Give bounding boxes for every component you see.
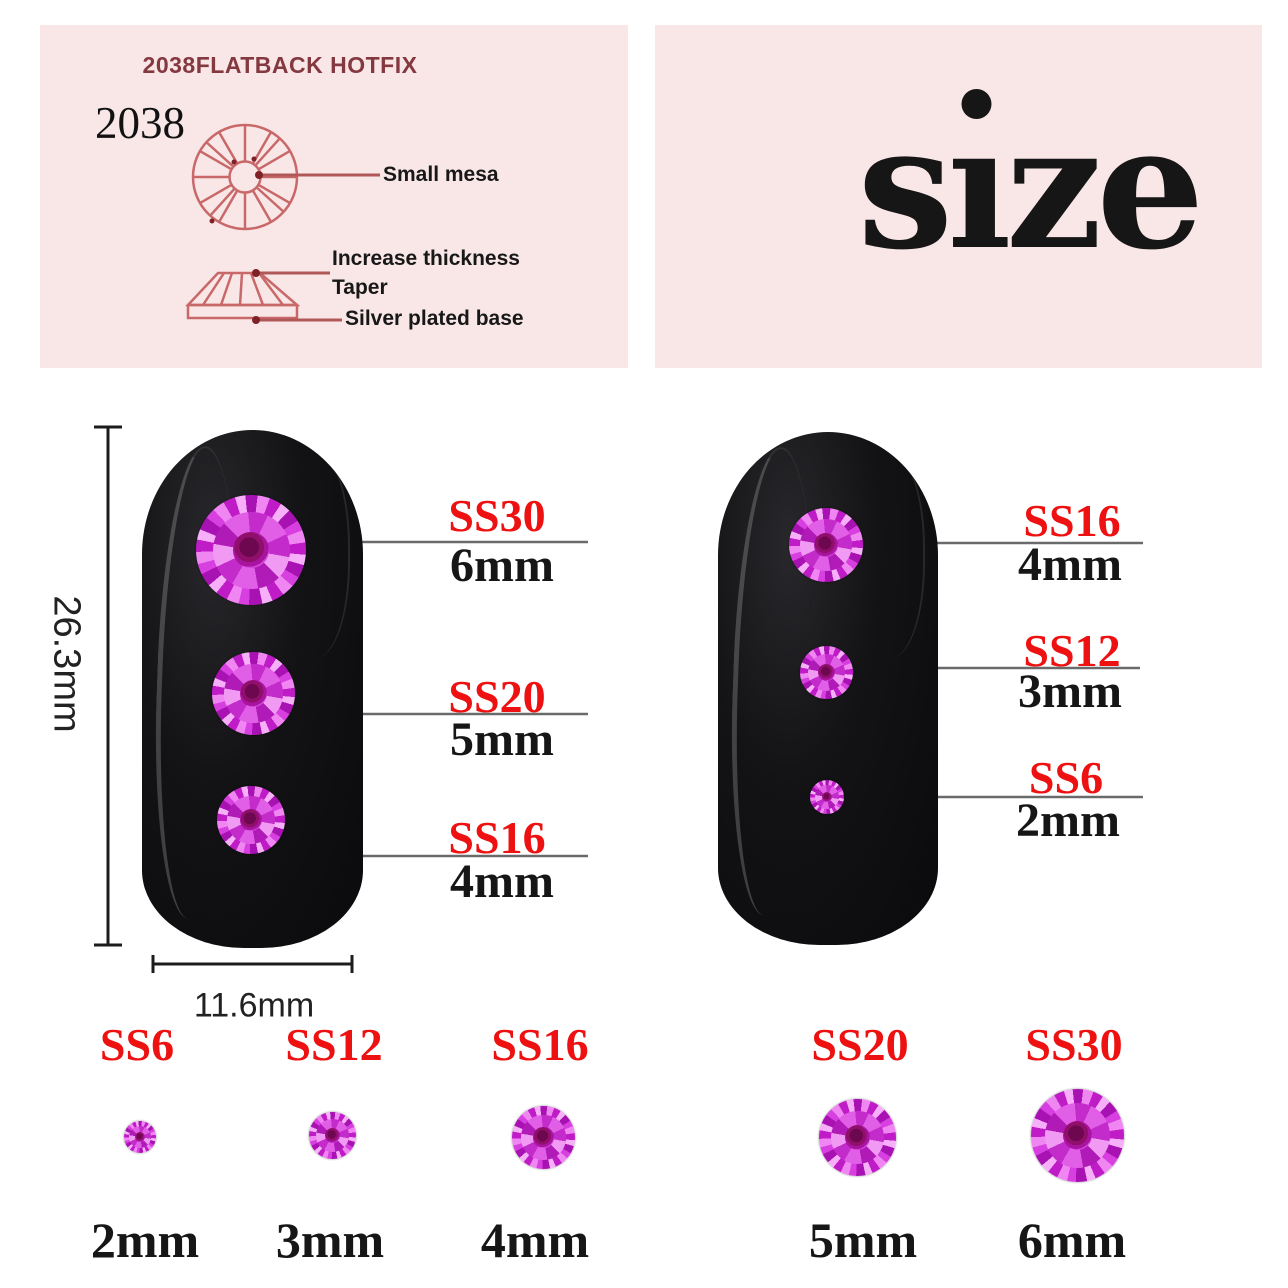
facet-spoke xyxy=(199,184,232,204)
row-gem-ss6 xyxy=(124,1121,156,1153)
callout-ss16-right-mm: 4mm xyxy=(1018,538,1122,591)
taper-label: Taper xyxy=(332,276,388,299)
callout-ss16-left-label: SS16 xyxy=(448,812,546,863)
side-view-facets xyxy=(201,272,284,306)
top-view-outline xyxy=(191,123,299,231)
mesa-dot xyxy=(255,171,263,179)
callout-ss12-mm: 3mm xyxy=(1018,665,1122,718)
facet-dot xyxy=(209,218,215,224)
gem-ss6 xyxy=(810,780,844,814)
facet-spoke xyxy=(209,188,235,217)
row-6mm-label: 6mm xyxy=(1017,1212,1127,1268)
callout-ss12-label: SS12 xyxy=(1023,625,1121,676)
rhinestone-diagram xyxy=(185,123,380,324)
facet-spoke xyxy=(256,187,285,213)
callout-ss20-mm: 5mm xyxy=(450,713,554,766)
callout-ss30-label: SS30 xyxy=(448,490,546,541)
crown-dot xyxy=(252,269,260,277)
size-letter-i-stem: ı xyxy=(947,88,1012,288)
callout-ss16-right-label: SS16 xyxy=(1023,495,1121,546)
nail-height-label: 26.3mm xyxy=(45,595,88,733)
gem-ss16-left xyxy=(217,786,285,854)
facet-spoke xyxy=(205,141,234,167)
size-letters-ze: ze xyxy=(1005,88,1205,288)
facet-spoke xyxy=(218,190,238,223)
size-letter-i: ı xyxy=(947,89,1012,273)
row-gem-ss20 xyxy=(819,1099,896,1176)
row-ss16-label: SS16 xyxy=(491,1019,589,1070)
callout-ss6-label: SS6 xyxy=(1028,752,1104,803)
callout-ss30-mm: 6mm xyxy=(450,539,554,592)
facet-spokes xyxy=(193,125,297,229)
row-gem-ss16 xyxy=(512,1106,575,1169)
gem-ss30 xyxy=(196,495,306,605)
row-3mm-label: 3mm xyxy=(275,1212,385,1268)
facet-spoke xyxy=(258,150,291,170)
size-i-dot xyxy=(961,89,992,119)
row-2mm-label: 2mm xyxy=(90,1212,200,1268)
small-mesa-label: Small mesa xyxy=(383,163,499,186)
row-gem-ss30 xyxy=(1031,1089,1124,1182)
row-gem-ss12 xyxy=(309,1112,356,1159)
row-ss12-label: SS12 xyxy=(285,1019,383,1070)
thickness-taper-label: Increase thickness Taper xyxy=(332,244,520,302)
facet-dot xyxy=(251,156,257,162)
silver-base-label: Silver plated base xyxy=(345,307,524,330)
side-view-base-band xyxy=(186,303,299,320)
facet-spoke xyxy=(199,150,232,170)
row-ss20-label: SS20 xyxy=(811,1019,909,1070)
facet-dot xyxy=(231,159,237,165)
size-title: sı ze xyxy=(857,89,1204,273)
row-5mm-label: 5mm xyxy=(808,1212,918,1268)
model-number: 2038 xyxy=(95,98,185,148)
nail-width-label: 11.6mm xyxy=(193,986,315,1025)
facet-spoke xyxy=(218,131,238,164)
gem-ss16-right xyxy=(789,508,863,582)
row-ss30-label: SS30 xyxy=(1025,1019,1123,1070)
increase-thickness-label: Increase thickness xyxy=(332,247,520,270)
facet-spoke xyxy=(252,131,272,164)
spec-panel: 2038FLATBACK HOTFIX 2038 Small mesa Incr… xyxy=(40,25,628,368)
callout-ss20-label: SS20 xyxy=(448,671,546,722)
callout-ss16-left-mm: 4mm xyxy=(450,855,554,908)
gem-ss20 xyxy=(212,652,295,735)
base-dot xyxy=(252,316,260,324)
size-panel: sı ze xyxy=(655,25,1262,368)
row-ss6-label: SS6 xyxy=(99,1019,175,1070)
callout-ss6-mm: 2mm xyxy=(1016,794,1120,847)
facet-spoke xyxy=(255,137,281,166)
size-letter-s: s xyxy=(857,88,953,288)
row-4mm-label: 4mm xyxy=(480,1212,590,1268)
gem-ss12 xyxy=(800,646,853,699)
facet-spoke xyxy=(252,190,272,223)
spec-title: 2038FLATBACK HOTFIX xyxy=(142,52,418,78)
facet-spoke xyxy=(258,184,291,204)
